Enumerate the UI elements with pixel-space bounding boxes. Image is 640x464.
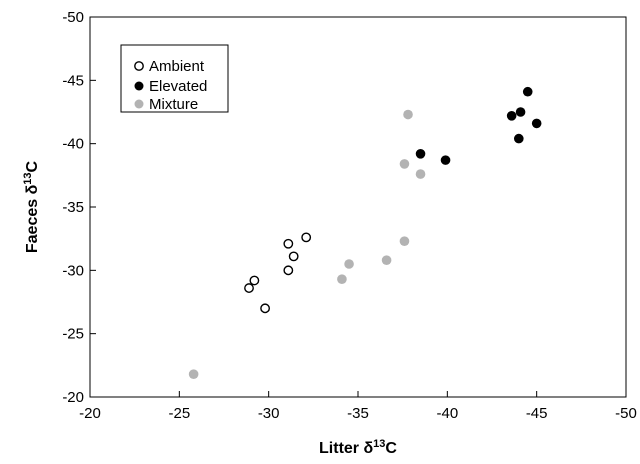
legend-marker-ambient bbox=[134, 61, 144, 71]
point-elevated bbox=[515, 107, 526, 117]
point-mixture bbox=[399, 236, 410, 246]
point-elevated bbox=[531, 118, 542, 129]
x-axis: -20 -25 -30 -35 -40 -45 -50 bbox=[79, 391, 637, 422]
point-ambient bbox=[301, 232, 312, 243]
point-mixture bbox=[344, 259, 354, 269]
x-tick-label: -20 bbox=[79, 405, 101, 422]
x-axis-title-main: Litter δ bbox=[319, 440, 373, 457]
point-mixture bbox=[403, 109, 413, 120]
point-elevated bbox=[506, 111, 517, 121]
legend-label-elevated: Elevated bbox=[149, 78, 207, 95]
y-axis-title-main: Faeces δ bbox=[24, 184, 41, 253]
x-axis-title-sup: 13 bbox=[373, 438, 385, 450]
point-mixture bbox=[415, 169, 426, 179]
y-tick-label: -45 bbox=[62, 72, 84, 89]
legend-marker-elevated bbox=[134, 81, 144, 91]
x-tick-label: -25 bbox=[168, 405, 190, 422]
y-tick-label: -50 bbox=[62, 9, 84, 26]
legend-label-ambient: Ambient bbox=[149, 58, 205, 75]
y-tick-label: -35 bbox=[62, 199, 84, 216]
x-axis-title-tail: C bbox=[385, 440, 397, 457]
legend-label-mixture: Mixture bbox=[149, 96, 198, 113]
y-tick-label: -25 bbox=[62, 326, 84, 343]
point-ambient bbox=[260, 303, 270, 314]
y-axis-title: Faeces δ13C bbox=[22, 160, 41, 253]
point-elevated bbox=[440, 155, 451, 165]
point-elevated bbox=[514, 133, 524, 144]
y-tick-label: -40 bbox=[62, 136, 84, 153]
legend-marker-mixture bbox=[134, 99, 144, 109]
x-tick-label: -30 bbox=[258, 405, 280, 422]
x-tick-label: -50 bbox=[615, 405, 637, 422]
point-mixture bbox=[188, 369, 199, 380]
point-mixture bbox=[399, 159, 410, 169]
x-tick-label: -45 bbox=[526, 405, 548, 422]
data-points bbox=[188, 86, 542, 380]
x-axis-title: Litter δ13C bbox=[319, 438, 397, 457]
y-axis-title-tail: C bbox=[24, 160, 41, 172]
point-ambient bbox=[244, 283, 254, 293]
point-mixture bbox=[381, 255, 392, 265]
point-ambient bbox=[283, 238, 294, 249]
y-axis: -20 -25 -30 -35 -40 -45 -50 bbox=[62, 9, 96, 406]
y-tick-label: -30 bbox=[62, 262, 84, 279]
x-tick-label: -40 bbox=[436, 405, 458, 422]
point-ambient bbox=[283, 265, 294, 276]
point-elevated bbox=[415, 149, 426, 159]
point-ambient bbox=[288, 251, 299, 262]
point-mixture bbox=[337, 274, 347, 285]
y-axis-title-sup: 13 bbox=[22, 172, 34, 184]
point-ambient bbox=[249, 275, 260, 286]
y-tick-label: -20 bbox=[62, 389, 84, 406]
point-elevated bbox=[522, 86, 533, 97]
legend-box bbox=[120, 44, 229, 113]
legend: Ambient Elevated Mixture bbox=[120, 44, 229, 113]
x-tick-label: -35 bbox=[347, 405, 369, 422]
